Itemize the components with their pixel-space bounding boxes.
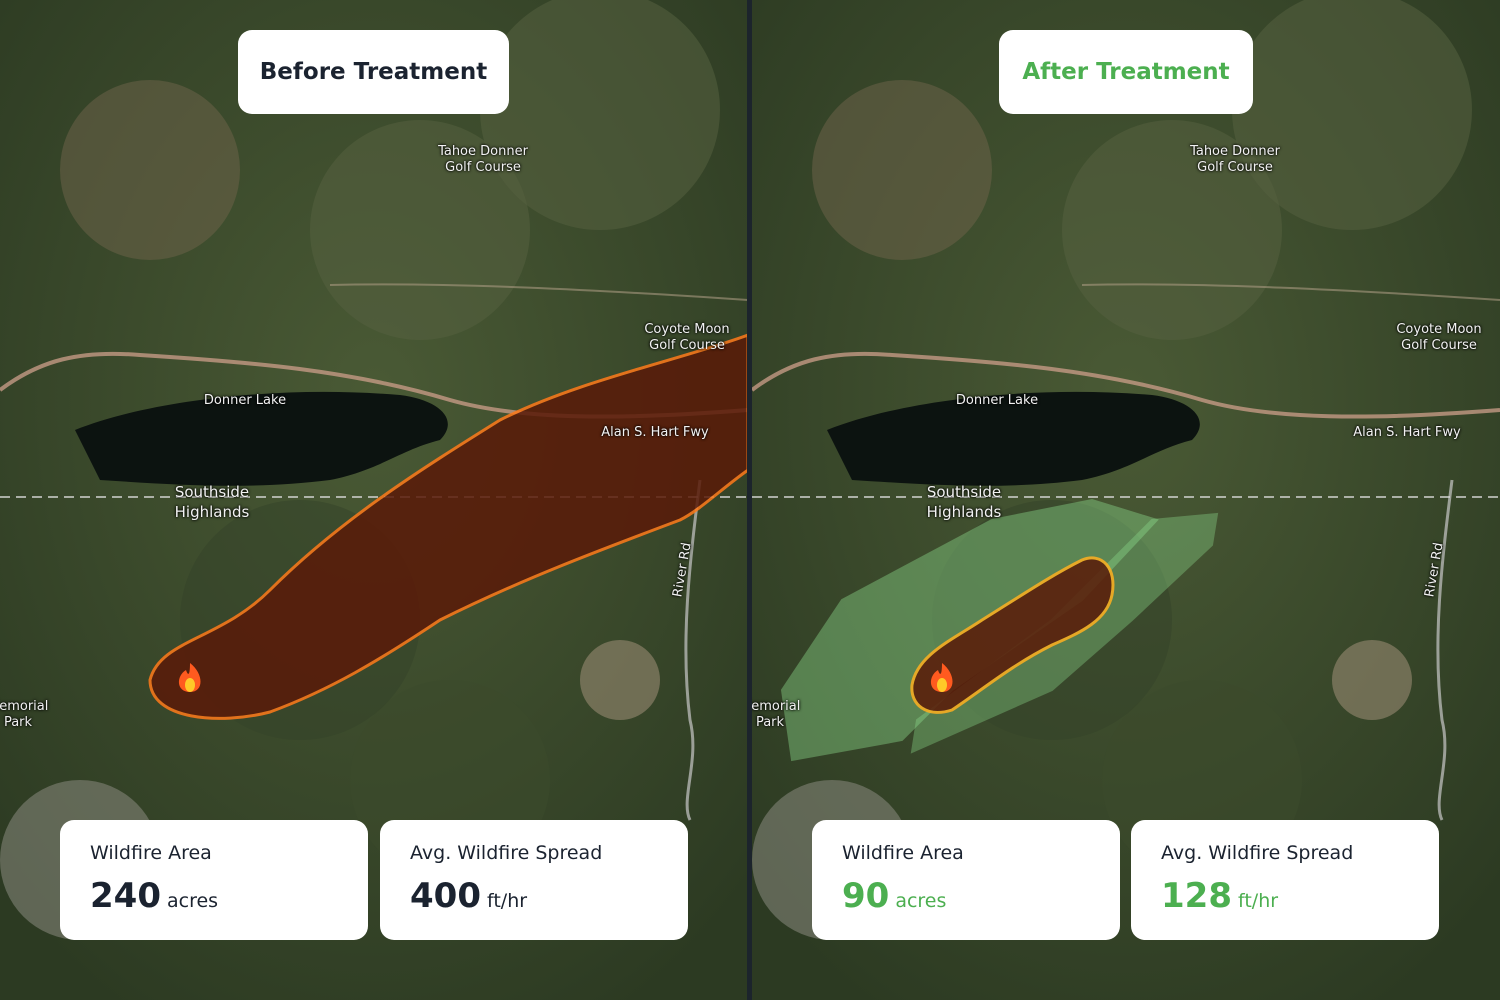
stat-unit: acres	[895, 890, 947, 912]
panel-title: After Treatment	[999, 30, 1253, 114]
stat-row: 400 ft/hr	[410, 876, 658, 916]
fire-icon	[930, 663, 953, 692]
terrain-patch	[812, 80, 992, 260]
stat-label: Wildfire Area	[90, 842, 212, 864]
stat-unit: ft/hr	[1237, 890, 1279, 912]
fire-area	[910, 556, 1115, 714]
stat-value: 400	[410, 876, 481, 916]
fire-icon	[178, 663, 201, 692]
map-label: Southside Highlands	[926, 483, 1002, 521]
stat-unit: acres	[166, 890, 219, 912]
map-label: Alan S. Hart Fwy	[601, 425, 709, 440]
terrain-patch	[1332, 640, 1412, 720]
river-road	[684, 479, 702, 821]
stat-row: 240 acres	[90, 876, 338, 916]
fire-area	[148, 333, 748, 720]
lake	[75, 391, 448, 486]
map-label: Southside Highlands	[174, 483, 250, 521]
terrain-patch	[1232, 0, 1472, 230]
road	[1081, 283, 1500, 301]
stat-label: Wildfire Area	[842, 842, 964, 864]
highway	[752, 351, 1500, 419]
stat-value: 90	[842, 876, 890, 916]
fire-icon-core	[185, 678, 195, 692]
map-label: Tahoe Donner Golf Course	[438, 144, 528, 175]
stat-card: Avg. Wildfire Spread 128 ft/hr	[1131, 820, 1439, 940]
fire-icon-core	[937, 678, 947, 692]
stat-value: 240	[90, 876, 161, 916]
stat-unit: ft/hr	[486, 890, 528, 912]
map-label: Donner Lake	[203, 393, 287, 408]
map-panel: Tahoe Donner Golf Course Coyote Moon Golf…	[752, 0, 1500, 1000]
stat-row: 90 acres	[842, 876, 1090, 916]
map-panel: Tahoe Donner Golf Course Coyote Moon Golf…	[0, 0, 748, 1000]
stat-card: Wildfire Area 90 acres	[812, 820, 1120, 940]
road	[329, 283, 748, 301]
map-label: Coyote Moon Golf Course	[1396, 322, 1482, 353]
stat-value: 128	[1161, 876, 1232, 916]
stat-row: 128 ft/hr	[1161, 876, 1409, 916]
divider	[747, 0, 752, 1000]
stat-label: Avg. Wildfire Spread	[410, 842, 603, 864]
terrain-patch	[60, 80, 240, 260]
panel-title: Before Treatment	[238, 30, 509, 114]
stat-label: Avg. Wildfire Spread	[1161, 842, 1354, 864]
map-label: Alan S. Hart Fwy	[1353, 425, 1461, 440]
satellite-map	[752, 0, 1500, 1000]
terrain-patch	[480, 0, 720, 230]
map-label: Memorial Park	[0, 699, 49, 730]
map-label: Donner Lake	[955, 393, 1039, 408]
stat-card: Avg. Wildfire Spread 400 ft/hr	[380, 820, 688, 940]
terrain-patch	[580, 640, 660, 720]
map-label: Tahoe Donner Golf Course	[1190, 144, 1280, 175]
map-label: Coyote Moon Golf Course	[644, 322, 730, 353]
river-road	[1436, 479, 1454, 821]
lake	[827, 391, 1200, 486]
stat-card: Wildfire Area 240 acres	[60, 820, 368, 940]
map-label: Memorial Park	[752, 699, 801, 730]
